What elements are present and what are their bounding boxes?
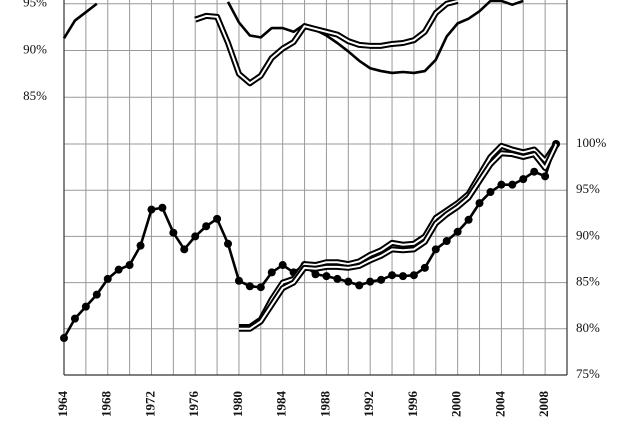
series-dot (475, 199, 484, 208)
series-line-inner (238, 144, 557, 330)
x-tick-label: 1964 (55, 391, 70, 418)
x-tick-label: 1988 (317, 391, 332, 418)
series-dot (519, 175, 528, 184)
x-tick-label: 2000 (449, 391, 464, 417)
y-tick-label: 90% (576, 227, 600, 242)
series-dot (541, 172, 550, 181)
series-dot (497, 180, 506, 189)
y-tick-label: 80% (576, 320, 600, 335)
x-tick-label: 1984 (274, 391, 289, 418)
series-dot (114, 265, 123, 274)
x-tick-label: 1996 (405, 391, 420, 418)
series-dot (398, 272, 407, 281)
series-line (238, 142, 559, 330)
series-dot (420, 263, 429, 272)
series-dot (344, 277, 353, 286)
x-tick-label: 1980 (230, 391, 245, 417)
series-dot (409, 271, 418, 280)
y-tick-label: 100% (576, 135, 607, 150)
series-line-inner (194, 0, 458, 85)
x-tick-label: 1976 (186, 391, 201, 418)
series-dot (81, 302, 90, 311)
series-dot (60, 334, 68, 343)
series-dot (311, 270, 320, 279)
series-dot (147, 205, 156, 214)
series-dot (245, 282, 254, 291)
series-dot (180, 245, 189, 254)
series-dot (103, 274, 112, 283)
y-tick-label: 75% (576, 366, 600, 381)
y-tick-label: 85% (23, 88, 47, 103)
y-tick-label: 90% (23, 41, 47, 56)
series-dot (70, 314, 79, 323)
x-tick-label: 1992 (361, 391, 376, 417)
series-dot (92, 290, 101, 299)
x-tick-label: 1968 (99, 391, 114, 418)
series-dot (158, 203, 167, 212)
series-dot (224, 239, 233, 248)
series-dot (234, 276, 243, 285)
series-dot (453, 227, 462, 236)
y-tick-label: 85% (576, 274, 600, 289)
x-tick-label: 2004 (492, 391, 507, 418)
x-tick-label: 1972 (142, 391, 157, 417)
series-dot (125, 261, 134, 270)
series-dot (366, 277, 375, 286)
series-dot (213, 214, 222, 223)
series-dot (442, 237, 451, 246)
series-dot (508, 180, 517, 189)
series-dot (322, 272, 331, 281)
series-dot (333, 274, 342, 283)
series-dot (267, 268, 276, 277)
series-line-inner (238, 143, 557, 328)
series-dot (256, 283, 265, 292)
series-dot (486, 188, 495, 197)
series-dot (355, 281, 364, 290)
x-tick-label: 2008 (536, 391, 551, 418)
series-dot (530, 167, 539, 176)
series-dot (388, 271, 397, 280)
series-dot (169, 228, 178, 237)
series-dot (464, 215, 473, 224)
series-line (62, 0, 524, 75)
series-dot (431, 245, 440, 254)
y-tick-label: 95% (576, 181, 600, 196)
series-dot (377, 275, 386, 284)
series-dot (191, 232, 200, 241)
y-tick-label: 95% (23, 0, 47, 10)
series-dot (278, 261, 287, 270)
series-dot (202, 222, 211, 231)
series-dot (136, 241, 145, 250)
